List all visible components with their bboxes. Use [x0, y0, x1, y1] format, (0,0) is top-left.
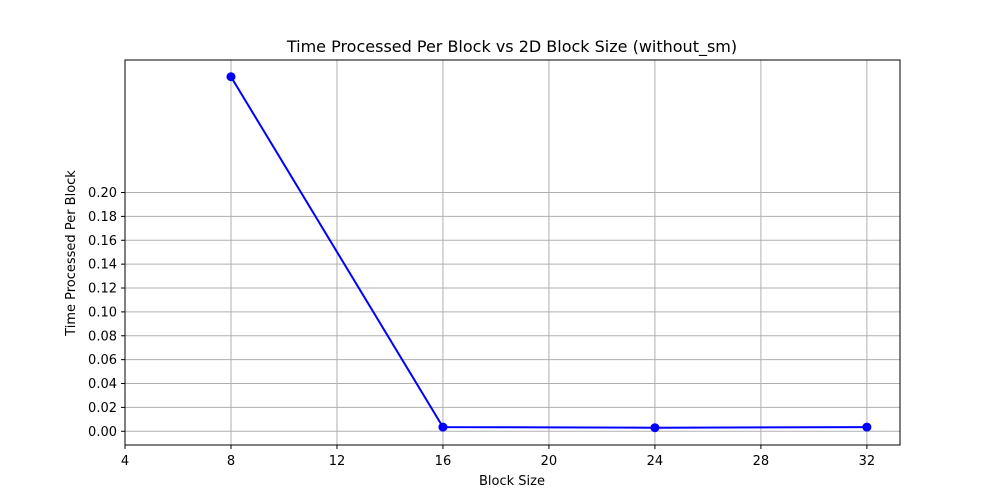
y-tick-label: 0.04: [88, 377, 117, 392]
plot-frame: [124, 59, 901, 446]
x-tick-label: 32: [859, 454, 876, 469]
x-tick-label: 24: [647, 454, 664, 469]
y-tick-label: 0.20: [88, 186, 117, 201]
x-tick-label: 28: [753, 454, 770, 469]
chart-title: Time Processed Per Block vs 2D Block Siz…: [286, 37, 737, 57]
x-tick-label: 16: [435, 454, 452, 469]
y-tick-label: 0.08: [88, 329, 117, 344]
data-point: [226, 72, 236, 82]
y-tick-label: 0.10: [88, 305, 117, 320]
x-tick-label: 8: [227, 454, 235, 469]
x-tick-label: 20: [541, 454, 558, 469]
y-tick-label: 0.12: [88, 282, 117, 297]
y-axis-label: Time Processed Per Block: [64, 170, 79, 337]
data-point: [438, 422, 448, 432]
y-tick-label: 0.18: [88, 210, 117, 225]
grid: [124, 60, 900, 445]
ticks: 4 8 12 16 20 24 28 32 0.00 0.02 0.04 0.06 0.08 0.10 0.…: [88, 186, 875, 469]
y-tick-label: 0.06: [88, 353, 117, 368]
y-tick-label: 0.16: [88, 234, 117, 249]
x-tick-label: 4: [121, 454, 129, 469]
data-point: [650, 423, 660, 433]
x-tick-label: 12: [329, 454, 346, 469]
series-line: [230, 76, 867, 429]
x-axis-label: Block Size: [479, 474, 545, 489]
y-tick-label: 0.00: [88, 425, 117, 440]
y-tick-label: 0.14: [88, 258, 117, 273]
series-layer: [226, 72, 872, 433]
y-tick-label: 0.02: [88, 401, 117, 416]
data-point: [862, 422, 872, 432]
